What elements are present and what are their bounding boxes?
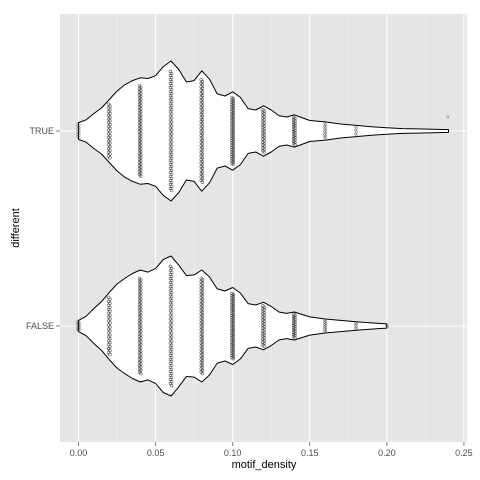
data-point — [324, 137, 328, 141]
x-tick-label: 0.20 — [378, 448, 396, 458]
data-point — [353, 132, 357, 136]
data-point — [386, 324, 389, 328]
violins — [78, 60, 449, 397]
y-axis-ticks: TRUE FALSE — [26, 126, 60, 331]
data-points — [76, 69, 450, 388]
data-point — [262, 150, 266, 155]
data-point — [108, 156, 112, 160]
data-point — [355, 134, 359, 138]
data-point — [139, 174, 143, 178]
data-point — [77, 329, 81, 333]
x-tick-label: 0.15 — [301, 448, 319, 458]
data-point — [262, 344, 266, 348]
data-point — [108, 352, 112, 357]
data-point — [353, 124, 357, 128]
data-point — [139, 371, 143, 376]
x-tick-label: 0.10 — [224, 448, 242, 458]
data-point — [231, 162, 235, 167]
x-tick-label: 0.00 — [70, 448, 88, 458]
x-axis-title: motif_density — [232, 459, 297, 471]
data-point — [355, 328, 359, 332]
data-point — [77, 136, 81, 140]
data-point — [200, 180, 205, 184]
data-point — [169, 188, 174, 193]
y-tick-label: TRUE — [30, 126, 55, 136]
data-point — [446, 115, 450, 119]
x-tick-label: 0.05 — [147, 448, 165, 458]
data-point — [293, 143, 297, 147]
violin-false — [78, 255, 388, 397]
y-axis-title: different — [10, 208, 22, 248]
violin-true — [78, 60, 449, 202]
data-point — [293, 336, 297, 340]
data-point — [355, 130, 359, 134]
data-point — [231, 357, 235, 361]
x-tick-label: 0.25 — [455, 448, 473, 458]
x-axis-ticks: 0.00 0.05 0.10 0.15 0.20 0.25 — [70, 442, 473, 458]
data-point — [355, 126, 359, 130]
data-point — [353, 128, 357, 132]
y-tick-label: FALSE — [26, 321, 54, 331]
data-point — [169, 383, 174, 388]
data-point — [324, 330, 328, 334]
data-point — [200, 371, 205, 376]
panel-background — [60, 14, 467, 442]
